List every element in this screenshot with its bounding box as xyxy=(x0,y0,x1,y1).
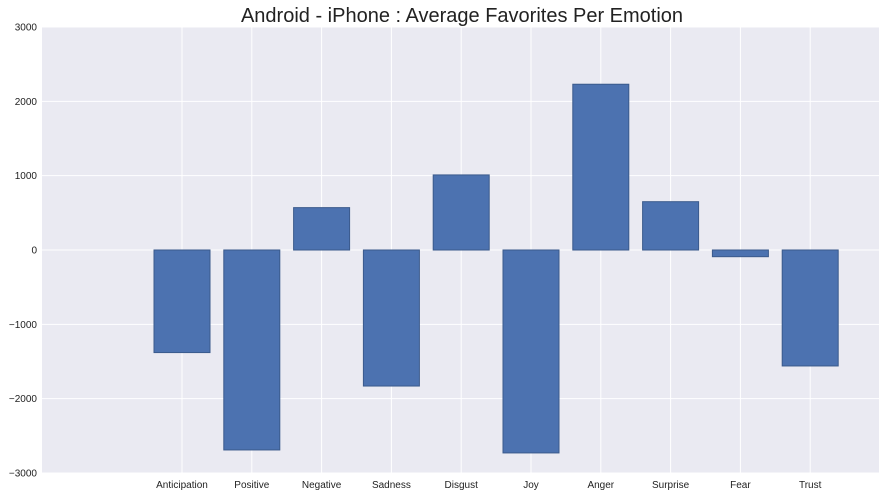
x-tick-label: Joy xyxy=(523,480,539,491)
x-tick-label: Negative xyxy=(302,480,342,491)
y-axis-ticks: −3000 −2000 −1000 0 1000 2000 3000 xyxy=(9,23,38,480)
bar-positive xyxy=(223,249,281,451)
bar-anticipation xyxy=(153,249,211,354)
y-tick-label: −2000 xyxy=(9,394,38,405)
x-axis-ticks: Anticipation Positive Negative Sadness Disgu… xyxy=(156,480,821,491)
x-tick-label: Anger xyxy=(587,480,614,491)
bars xyxy=(153,83,839,454)
x-tick-label: Surprise xyxy=(652,480,690,491)
bar-anger xyxy=(572,83,630,251)
bar-sadness xyxy=(362,249,420,387)
y-tick-label: 2000 xyxy=(15,97,38,108)
y-tick-label: −3000 xyxy=(9,469,38,480)
bar-joy xyxy=(502,249,560,454)
chart-title: Android - iPhone : Average Favorites Per… xyxy=(241,5,683,27)
y-tick-label: 0 xyxy=(31,246,37,257)
bar-fear xyxy=(711,249,769,258)
x-tick-label: Sadness xyxy=(372,480,411,491)
y-tick-label: −1000 xyxy=(9,320,38,331)
bar-trust xyxy=(781,249,839,367)
x-tick-label: Disgust xyxy=(445,480,479,491)
bar-surprise xyxy=(642,201,700,251)
y-tick-label: 3000 xyxy=(15,23,38,34)
x-tick-label: Fear xyxy=(730,480,751,491)
x-tick-label: Anticipation xyxy=(156,480,208,491)
bar-disgust xyxy=(432,174,490,251)
bar-negative xyxy=(293,207,351,251)
y-tick-label: 1000 xyxy=(15,171,38,182)
x-tick-label: Trust xyxy=(799,480,822,491)
x-tick-label: Positive xyxy=(234,480,269,491)
